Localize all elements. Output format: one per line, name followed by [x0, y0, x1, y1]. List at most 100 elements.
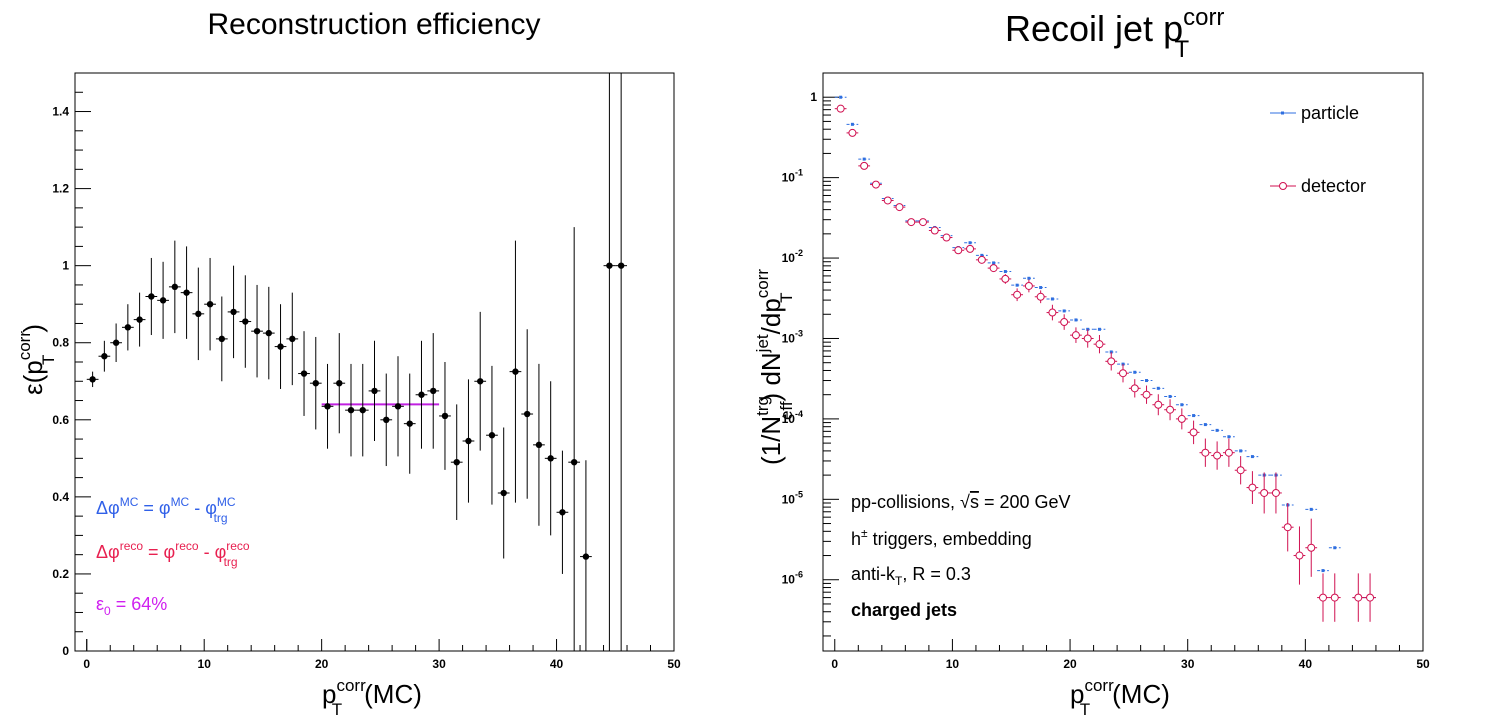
efficiency-point	[121, 304, 134, 351]
particle-marker	[1003, 270, 1007, 274]
particle-point	[1023, 276, 1035, 280]
detector-marker	[1142, 390, 1151, 399]
detector-point	[1352, 573, 1365, 622]
detector-point	[1034, 290, 1047, 304]
detector-point	[1152, 394, 1165, 416]
x-tick-label: 50	[1416, 657, 1430, 671]
detector-marker	[1366, 593, 1375, 602]
y-tick-label: 10-1	[782, 168, 803, 185]
particle-marker	[1050, 297, 1054, 301]
efficiency-point	[239, 275, 252, 368]
particle-marker	[1215, 428, 1219, 432]
y-tick-label: 10-3	[782, 328, 803, 345]
data-marker	[383, 416, 390, 423]
efficiency-point	[309, 336, 322, 430]
detector-marker	[1295, 551, 1304, 560]
efficiency-y-ticks: 0 0.2 0.4 0.6 0.8 1 1.2 1.4	[52, 72, 91, 658]
detector-marker	[1024, 281, 1033, 290]
x-tick-label: 20	[1063, 657, 1077, 671]
detector-point	[858, 161, 871, 170]
x-tick-label: 30	[432, 657, 446, 671]
detector-marker	[1248, 483, 1257, 492]
detector-point	[1328, 573, 1341, 622]
detector-marker	[1354, 593, 1363, 602]
efficiency-point	[580, 460, 592, 651]
detector-point	[987, 264, 1000, 273]
data-marker	[617, 262, 625, 269]
particle-point	[1152, 386, 1165, 390]
efficiency-point	[427, 333, 440, 449]
detector-point	[928, 226, 941, 235]
data-marker	[465, 437, 472, 445]
detector-marker	[1036, 292, 1045, 301]
spectrum-plot-frame	[822, 72, 1424, 652]
particle-point	[1211, 428, 1223, 432]
y-tick-label: 0.8	[52, 336, 69, 350]
detector-point	[999, 274, 1012, 284]
detector-marker	[1189, 428, 1198, 437]
detector-marker	[1319, 593, 1327, 602]
particle-marker	[1133, 370, 1137, 374]
spectrum-y-axis-label: (1/Ntrg eff) dNjet/dpcorr T	[753, 269, 796, 465]
detector-marker	[871, 180, 880, 189]
data-marker	[253, 327, 261, 335]
detector-point	[881, 196, 894, 205]
detector-point	[1164, 399, 1176, 421]
efficiency-point	[497, 427, 510, 559]
particle-point	[1093, 327, 1106, 331]
x-tick-label: 30	[1181, 657, 1195, 671]
particle-point	[1223, 435, 1235, 439]
data-marker	[547, 455, 554, 462]
x-tick-label: 10	[198, 657, 212, 671]
detector-point	[964, 244, 976, 253]
detector-point	[1223, 438, 1235, 467]
detector-point	[952, 246, 965, 255]
efficiency-point	[98, 340, 111, 372]
particle-marker	[1203, 423, 1207, 427]
annotation-trigger: h± triggers, embedding	[851, 526, 1032, 549]
efficiency-data-points	[86, 73, 628, 651]
spectrum-x-ticks: 0 10 20 30 40 50	[831, 639, 1430, 671]
efficiency-point	[157, 261, 169, 339]
spectrum-x-axis-label: pcorr T(MC)	[1070, 676, 1170, 719]
particle-point	[1246, 455, 1259, 459]
particle-marker	[968, 241, 972, 245]
particle-marker	[1180, 403, 1184, 407]
data-marker	[406, 420, 413, 427]
detector-point	[940, 233, 953, 242]
detector-marker	[1307, 543, 1316, 552]
data-marker	[171, 283, 179, 291]
detector-point	[1046, 304, 1059, 321]
data-marker	[89, 376, 96, 383]
efficiency-point	[556, 450, 569, 574]
detector-point	[917, 218, 929, 227]
y-tick-label: 0	[62, 644, 69, 658]
efficiency-point	[439, 362, 451, 470]
data-marker	[582, 553, 590, 560]
data-marker	[347, 406, 355, 414]
efficiency-point	[521, 329, 534, 499]
particle-marker	[1062, 309, 1066, 313]
detector-point	[1211, 441, 1223, 470]
legend-entry-particle: particle	[1270, 103, 1359, 123]
data-marker	[277, 343, 284, 350]
efficiency-point	[204, 257, 216, 351]
detector-marker	[895, 203, 904, 212]
data-marker	[570, 458, 578, 466]
data-marker	[336, 379, 343, 387]
efficiency-x-axis-label: pcorr T(MC)	[322, 676, 422, 719]
particle-point	[999, 270, 1012, 274]
detector-marker	[1071, 331, 1080, 340]
detector-point	[1175, 408, 1188, 430]
detector-marker	[1060, 318, 1069, 327]
detector-marker	[860, 161, 869, 170]
detector-marker	[966, 244, 975, 253]
efficiency-point	[321, 363, 334, 449]
y-tick-label: 0.6	[52, 413, 69, 427]
particle-point	[846, 122, 859, 126]
particle-point	[1305, 507, 1318, 511]
efficiency-point	[345, 363, 357, 457]
efficiency-point	[509, 240, 522, 503]
particle-marker	[1321, 569, 1325, 573]
